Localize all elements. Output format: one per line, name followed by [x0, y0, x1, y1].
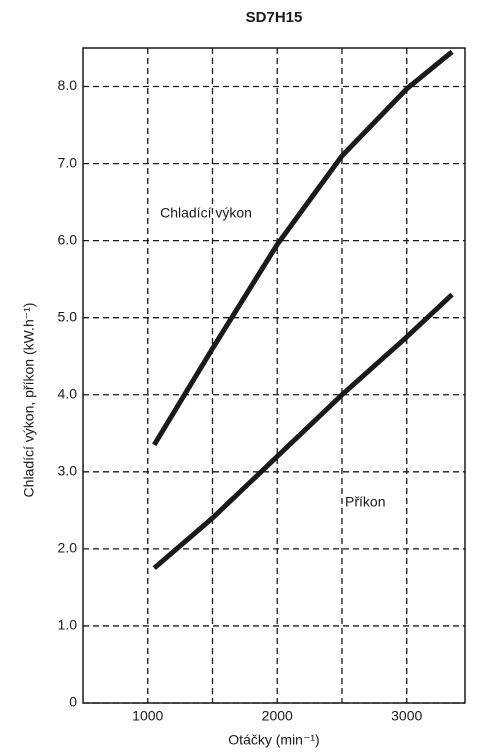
- y-tick-label: 1.0: [58, 617, 78, 633]
- y-tick-label: 7.0: [58, 154, 78, 170]
- plot-frame: [82, 47, 466, 704]
- y-tick-label: 6.0: [58, 231, 78, 247]
- x-tick-label: 3000: [391, 708, 422, 724]
- y-axis-label: Chladící výkon, příkon (kW.h⁻¹): [21, 303, 37, 498]
- x-tick-label: 2000: [262, 708, 293, 724]
- series-line: [152, 49, 454, 447]
- series-label: Chladící výkon: [160, 204, 252, 220]
- y-tick-label: 4.0: [58, 385, 78, 401]
- x-axis-label: Otáčky (min⁻¹): [228, 732, 319, 748]
- chart-title: SD7H15: [246, 9, 303, 26]
- y-tick-label: 5.0: [58, 308, 78, 324]
- y-tick-label: 3.0: [58, 463, 78, 479]
- y-tick-label: 2.0: [58, 540, 78, 556]
- x-tick-label: 1000: [132, 708, 163, 724]
- y-tick-label: 0: [69, 694, 77, 710]
- series-label: Příkon: [345, 493, 385, 509]
- series-line: [152, 292, 454, 571]
- y-tick-label: 8.0: [58, 77, 78, 93]
